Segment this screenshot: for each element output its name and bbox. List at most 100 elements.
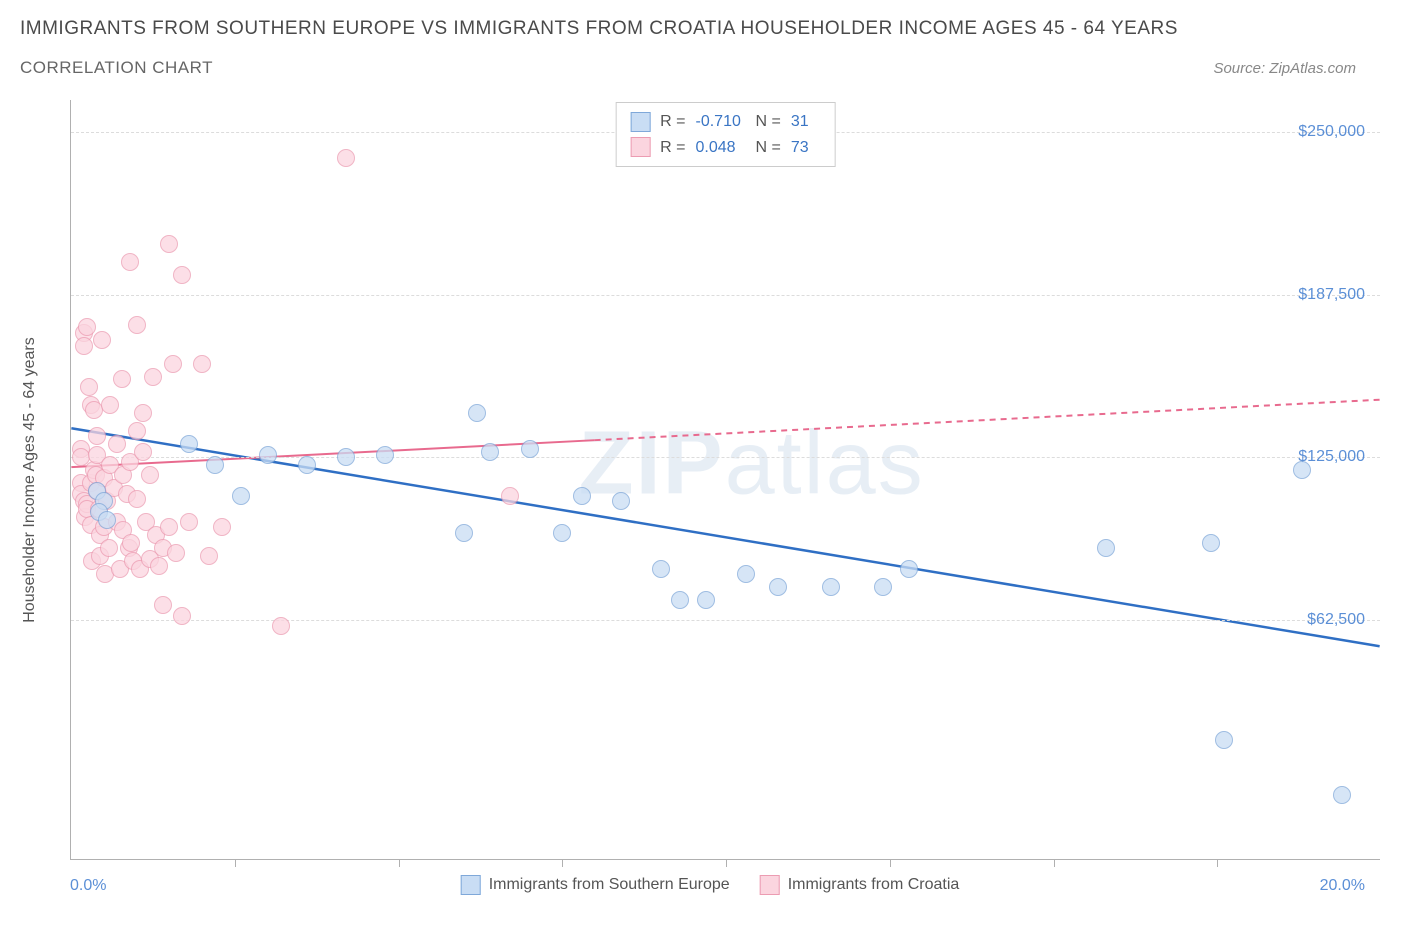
trend-lines bbox=[71, 100, 1380, 859]
data-point bbox=[232, 487, 250, 505]
data-point bbox=[376, 446, 394, 464]
stats-legend: R =-0.710N =31R =0.048N =73 bbox=[615, 102, 836, 167]
swatch-icon bbox=[630, 137, 650, 157]
series-name: Immigrants from Croatia bbox=[788, 876, 960, 894]
data-point bbox=[88, 427, 106, 445]
data-point bbox=[85, 401, 103, 419]
data-point bbox=[697, 591, 715, 609]
data-point bbox=[134, 443, 152, 461]
data-point bbox=[652, 560, 670, 578]
watermark: ZIPatlas bbox=[579, 413, 925, 516]
gridline bbox=[71, 295, 1380, 296]
data-point bbox=[671, 591, 689, 609]
x-tick bbox=[890, 859, 891, 867]
swatch-icon bbox=[760, 875, 780, 895]
data-point bbox=[113, 370, 131, 388]
data-point bbox=[150, 557, 168, 575]
data-point bbox=[128, 316, 146, 334]
legend-item: Immigrants from Croatia bbox=[760, 875, 960, 895]
swatch-icon bbox=[630, 112, 650, 132]
data-point bbox=[1333, 786, 1351, 804]
x-axis-max-label: 20.0% bbox=[1320, 877, 1365, 895]
y-tick-label: $62,500 bbox=[1307, 611, 1365, 629]
swatch-icon bbox=[461, 875, 481, 895]
data-point bbox=[78, 318, 96, 336]
data-point bbox=[141, 466, 159, 484]
data-point bbox=[874, 578, 892, 596]
data-point bbox=[1293, 461, 1311, 479]
legend-row: R = -0.710 N = 31 bbox=[630, 109, 821, 135]
n-label: N = bbox=[756, 109, 781, 135]
data-point bbox=[180, 435, 198, 453]
chart-title: IMMIGRANTS FROM SOUTHERN EUROPE VS IMMIG… bbox=[20, 18, 1386, 40]
data-point bbox=[128, 422, 146, 440]
data-point bbox=[553, 524, 571, 542]
x-tick bbox=[1217, 859, 1218, 867]
x-tick bbox=[399, 859, 400, 867]
r-value: -0.710 bbox=[696, 109, 746, 135]
plot-area: ZIPatlas R =-0.710N =31R =0.048N =73 $62… bbox=[70, 100, 1380, 860]
data-point bbox=[521, 440, 539, 458]
source-attribution: Source: ZipAtlas.com bbox=[1213, 60, 1356, 77]
data-point bbox=[337, 448, 355, 466]
data-point bbox=[144, 368, 162, 386]
chart-container: Householder Income Ages 45 - 64 years ZI… bbox=[40, 100, 1380, 860]
gridline bbox=[71, 620, 1380, 621]
data-point bbox=[167, 544, 185, 562]
data-point bbox=[100, 539, 118, 557]
data-point bbox=[573, 487, 591, 505]
legend-row: R =0.048N =73 bbox=[630, 135, 821, 161]
x-axis-min-label: 0.0% bbox=[70, 877, 106, 895]
data-point bbox=[164, 355, 182, 373]
data-point bbox=[501, 487, 519, 505]
data-point bbox=[98, 511, 116, 529]
chart-subtitle: CORRELATION CHART bbox=[20, 58, 213, 78]
y-tick-label: $250,000 bbox=[1298, 123, 1365, 141]
data-point bbox=[1202, 534, 1220, 552]
y-axis-title: Householder Income Ages 45 - 64 years bbox=[21, 337, 39, 623]
n-label: N = bbox=[756, 135, 781, 161]
data-point bbox=[80, 378, 98, 396]
data-point bbox=[160, 518, 178, 536]
data-point bbox=[134, 404, 152, 422]
data-point bbox=[154, 596, 172, 614]
x-tick bbox=[1054, 859, 1055, 867]
data-point bbox=[337, 149, 355, 167]
data-point bbox=[468, 404, 486, 422]
data-point bbox=[108, 435, 126, 453]
data-point bbox=[200, 547, 218, 565]
data-point bbox=[272, 617, 290, 635]
data-point bbox=[612, 492, 630, 510]
x-tick bbox=[235, 859, 236, 867]
data-point bbox=[206, 456, 224, 474]
x-tick bbox=[726, 859, 727, 867]
data-point bbox=[173, 607, 191, 625]
data-point bbox=[1215, 731, 1233, 749]
data-point bbox=[193, 355, 211, 373]
data-point bbox=[160, 235, 178, 253]
data-point bbox=[122, 534, 140, 552]
data-point bbox=[298, 456, 316, 474]
data-point bbox=[900, 560, 918, 578]
data-point bbox=[75, 337, 93, 355]
data-point bbox=[93, 331, 111, 349]
data-point bbox=[173, 266, 191, 284]
data-point bbox=[455, 524, 473, 542]
data-point bbox=[213, 518, 231, 536]
data-point bbox=[259, 446, 277, 464]
data-point bbox=[481, 443, 499, 461]
r-label: R = bbox=[660, 135, 685, 161]
r-label: R = bbox=[660, 109, 685, 135]
data-point bbox=[180, 513, 198, 531]
data-point bbox=[128, 490, 146, 508]
data-point bbox=[769, 578, 787, 596]
legend-item: Immigrants from Southern Europe bbox=[461, 875, 730, 895]
series-name: Immigrants from Southern Europe bbox=[489, 876, 730, 894]
y-tick-label: $187,500 bbox=[1298, 286, 1365, 304]
x-tick bbox=[562, 859, 563, 867]
r-value: 0.048 bbox=[696, 135, 746, 161]
data-point bbox=[822, 578, 840, 596]
data-point bbox=[121, 253, 139, 271]
n-value: 31 bbox=[791, 109, 821, 135]
data-point bbox=[737, 565, 755, 583]
